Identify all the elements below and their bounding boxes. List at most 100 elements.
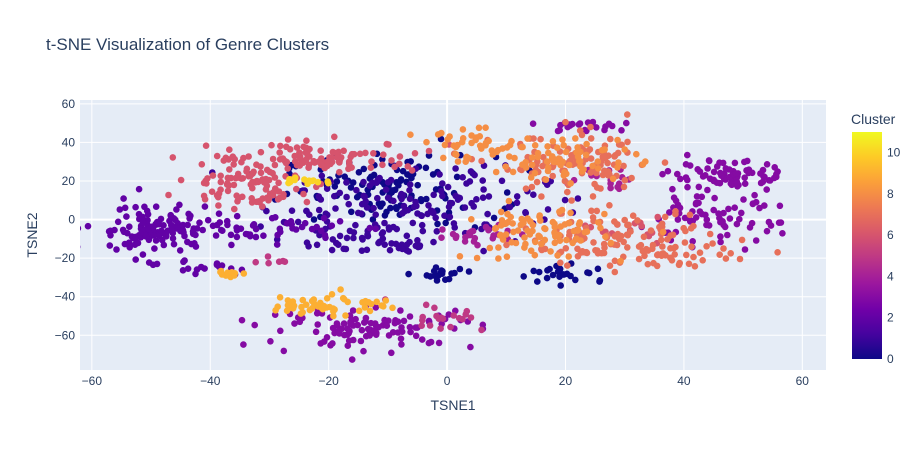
scatter-point (111, 226, 118, 234)
colorbar-tick-label: 0 (887, 352, 894, 366)
scatter-point (761, 202, 768, 209)
scatter-point (512, 239, 520, 247)
scatter-point (741, 180, 749, 187)
scatter-point (468, 199, 475, 207)
scatter-point (152, 203, 160, 210)
scatter-point (336, 330, 343, 337)
scatter-point (252, 258, 259, 266)
scatter-point (538, 240, 545, 248)
scatter-point (350, 336, 357, 344)
scatter-point (699, 257, 706, 264)
scatter-point (553, 144, 561, 151)
scatter-point (257, 169, 265, 177)
scatter-point (621, 146, 628, 153)
scatter-point (202, 142, 210, 149)
scatter-point (385, 226, 393, 233)
scatter-point (303, 137, 310, 144)
scatter-point (606, 170, 613, 178)
scatter-point (238, 316, 246, 324)
scatter-point (637, 241, 645, 249)
scatter-point (736, 255, 744, 263)
scatter-point (167, 213, 175, 220)
x-tick-label: 40 (677, 374, 691, 388)
scatter-point (683, 251, 690, 259)
scatter-point (400, 317, 408, 325)
scatter-point (409, 219, 417, 227)
scatter-point (495, 255, 502, 262)
scatter-point (575, 121, 583, 128)
scatter-point (120, 195, 127, 202)
scatter-point (186, 215, 193, 222)
scatter-point (173, 206, 180, 213)
scatter-point (776, 202, 784, 210)
scatter-point (347, 320, 355, 328)
scatter-point (353, 193, 361, 201)
scatter-point (168, 223, 176, 231)
scatter-point (233, 227, 241, 234)
scatter-point (320, 302, 328, 310)
scatter-point (606, 202, 613, 209)
scatter-point (583, 140, 590, 148)
scatter-point (305, 177, 313, 184)
scatter-point (381, 219, 388, 227)
scatter-point (407, 158, 415, 165)
y-tick-label: 0 (68, 213, 75, 227)
scatter-point (666, 209, 673, 216)
scatter-point (448, 199, 456, 207)
scatter-point (440, 154, 447, 162)
scatter-point (395, 182, 402, 189)
scatter-point (272, 307, 279, 314)
scatter-point (299, 296, 307, 304)
scatter-point (313, 241, 321, 249)
scatter-point (691, 263, 699, 270)
scatter-point (634, 217, 641, 224)
scatter-point (357, 210, 365, 217)
scatter-point (387, 204, 394, 212)
scatter-point (528, 183, 536, 191)
scatter-point (177, 176, 185, 184)
scatter-point (569, 154, 576, 161)
scatter-point (396, 153, 404, 160)
scatter-point (664, 167, 672, 175)
scatter-point (462, 311, 470, 318)
scatter-point (323, 162, 331, 170)
scatter-point (364, 325, 372, 333)
scatter-point (224, 174, 232, 182)
scatter-point (650, 259, 657, 267)
scatter-point (360, 165, 368, 173)
scatter-point (406, 313, 414, 320)
scatter-point (629, 212, 637, 219)
scatter-point (615, 159, 622, 166)
scatter-point (144, 211, 152, 218)
scatter-point (286, 146, 294, 153)
scatter-point (541, 245, 549, 253)
scatter-point (284, 165, 292, 172)
scatter-point (720, 245, 727, 252)
scatter-point (356, 150, 364, 158)
scatter-point (379, 161, 386, 169)
scatter-point (268, 141, 275, 149)
scatter-point (380, 151, 387, 158)
scatter-point (607, 135, 614, 143)
scatter-point (535, 268, 543, 276)
scatter-point (405, 270, 412, 278)
scatter-point (495, 244, 502, 251)
scatter-point (434, 220, 441, 228)
scatter-point (230, 161, 237, 168)
scatter-point (473, 254, 481, 262)
scatter-point (461, 204, 469, 211)
scatter-point (642, 158, 649, 165)
scatter-point (474, 241, 481, 249)
scatter-point (280, 347, 288, 355)
scatter-point (569, 239, 576, 247)
y-tick-label: −60 (55, 328, 76, 342)
scatter-point (318, 172, 326, 180)
scatter-point (677, 175, 684, 183)
scatter-point (209, 222, 217, 230)
scatter-point (561, 169, 568, 176)
scatter-point (588, 207, 595, 215)
scatter-point (391, 163, 398, 171)
scatter-point (323, 334, 331, 341)
scatter-point (342, 312, 349, 319)
scatter-point (370, 171, 378, 179)
